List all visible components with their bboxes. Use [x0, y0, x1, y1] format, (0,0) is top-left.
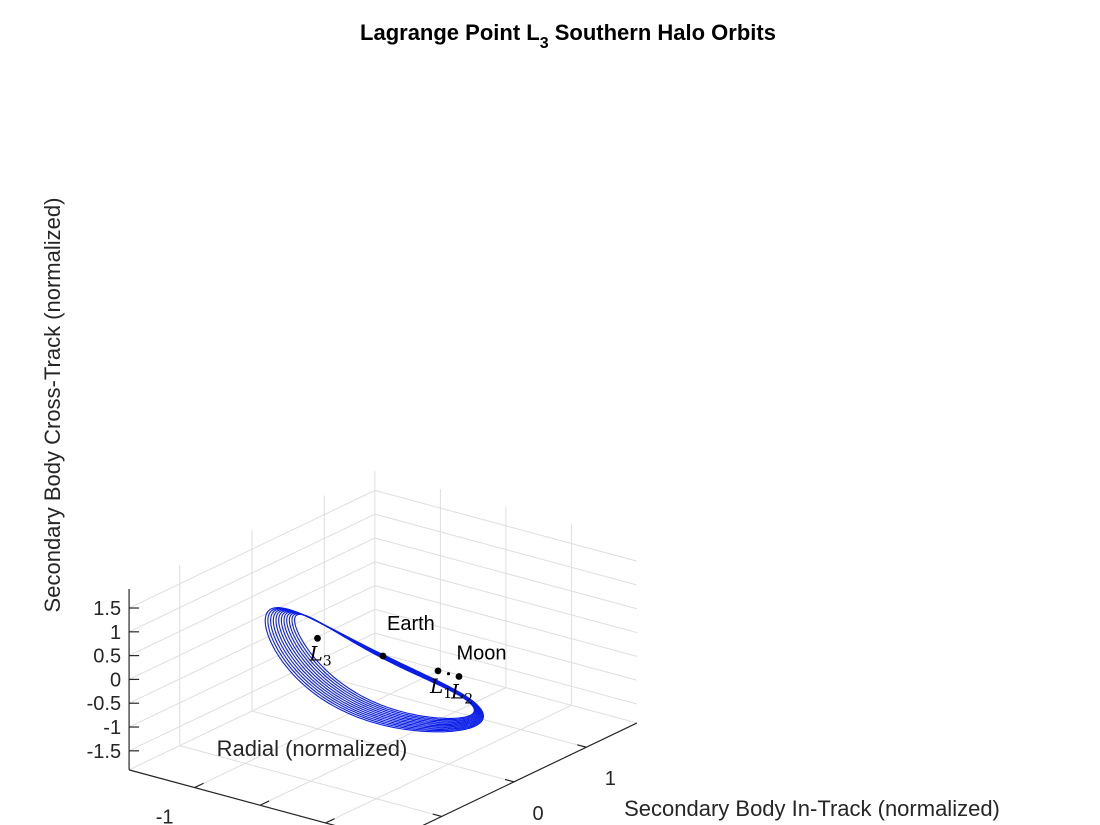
- point-marker: [379, 652, 387, 660]
- y-tick-label: 1: [605, 768, 616, 790]
- grid-line: [128, 651, 376, 771]
- x-tick-mark: [194, 782, 204, 789]
- z-tick-label: -0.5: [87, 693, 121, 715]
- axis-lines: [128, 588, 638, 825]
- chart-title: Lagrange Point L3 Southern Halo Orbits: [360, 20, 776, 52]
- point-label: Moon: [457, 643, 507, 665]
- z-tick-label: 0.5: [93, 646, 121, 668]
- grid-line: [259, 687, 507, 806]
- point-marker: [434, 667, 442, 675]
- point-label: L1: [429, 674, 452, 702]
- x-axis-label: Radial (normalized): [217, 736, 408, 761]
- y-axis-label: Secondary Body In-Track (normalized): [624, 796, 1000, 821]
- x-tick-mark: [259, 800, 270, 806]
- y-tick-mark: [504, 778, 515, 783]
- grid-line: [325, 704, 572, 824]
- y-tick-mark: [577, 744, 587, 748]
- y-tick-mark: [432, 813, 442, 818]
- orbit-line: [291, 613, 476, 721]
- x-tick-mark: [325, 818, 335, 824]
- grid-line: [194, 669, 441, 789]
- orbit-line: [264, 607, 484, 733]
- z-tick-label: 1: [110, 622, 121, 644]
- x-tick-label: -1: [156, 807, 174, 825]
- orbit-family: [264, 607, 484, 733]
- grid-line: [374, 651, 638, 724]
- point-marker: [446, 672, 451, 676]
- point-marker: [314, 634, 321, 642]
- z-tick-label: 1.5: [93, 598, 121, 620]
- point-label: L2: [450, 680, 473, 708]
- grid-lines: [128, 471, 638, 824]
- orbit-line: [294, 613, 475, 719]
- point-label: L3: [309, 641, 332, 669]
- point-marker: [455, 673, 463, 680]
- z-tick-label: -1.5: [87, 741, 121, 763]
- z-tick-label: -1: [103, 717, 121, 739]
- z-axis-label: Secondary Body Cross-Track (normalized): [40, 198, 65, 613]
- y-tick-label: 0: [532, 803, 543, 825]
- point-label: Earth: [387, 613, 435, 635]
- z-tick-label: 0: [110, 669, 121, 691]
- tick-labels: -1.5-1-0.500.511.5-101-101: [87, 598, 616, 825]
